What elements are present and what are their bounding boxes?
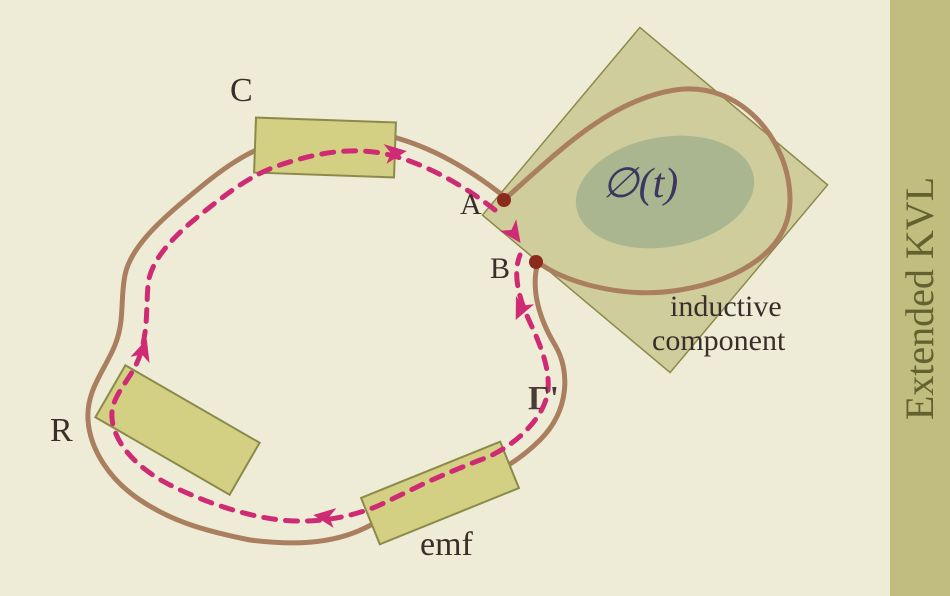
label-inductive-line1: inductive [670,290,782,324]
diagram-canvas [0,0,950,596]
label-b: B [490,252,510,286]
component-c [254,118,396,178]
node-a [497,193,511,207]
node-b [529,255,543,269]
label-phi-t: ∅(t) [602,158,678,208]
label-a: A [460,188,482,222]
label-r: R [50,412,73,450]
sidebar: Extended KVL [890,0,950,596]
label-gamma-prime: Γ' [528,380,559,418]
sidebar-title: Extended KVL [897,176,944,419]
label-emf: emf [420,526,473,564]
label-c: C [230,72,253,110]
label-inductive-line2: component [652,324,785,358]
